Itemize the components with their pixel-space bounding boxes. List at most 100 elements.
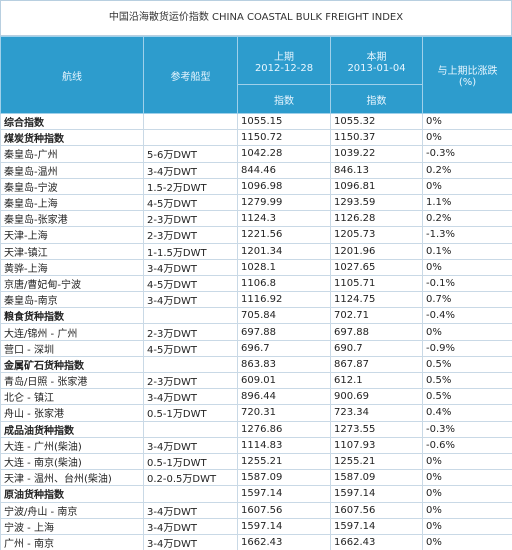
route: 秦皇岛-张家港 bbox=[0, 210, 144, 228]
prev-index: 1221.56 bbox=[237, 226, 331, 244]
col-change: 与上期比涨跌 (%) bbox=[422, 36, 512, 114]
prev-index: 1114.83 bbox=[237, 436, 331, 454]
route: 秦皇岛-南京 bbox=[0, 291, 144, 309]
table-row: 综合指数 1055.15 1055.32 0% bbox=[0, 112, 512, 131]
route: 广州 - 南京 bbox=[0, 533, 144, 550]
ship-type: 1.5-2万DWT bbox=[143, 177, 238, 195]
curr-index: 900.69 bbox=[330, 388, 423, 406]
prev-index: 1106.8 bbox=[237, 274, 331, 293]
route: 秦皇岛-广州 bbox=[0, 145, 144, 163]
table-row: 秦皇岛-温州 3-4万DWT 844.46 846.13 0.2% bbox=[0, 161, 512, 179]
change: 0% bbox=[422, 501, 512, 519]
ship-type: 3-4万DWT bbox=[143, 258, 238, 276]
route: 秦皇岛-宁波 bbox=[0, 177, 144, 195]
prev-index: 1124.3 bbox=[237, 210, 331, 228]
prev-index: 696.7 bbox=[237, 339, 331, 357]
route: 秦皇岛-温州 bbox=[0, 161, 144, 179]
table-row: 北仑 - 镇江 3-4万DWT 896.44 900.69 0.5% bbox=[0, 388, 512, 406]
change: 0% bbox=[422, 533, 512, 550]
ship-type: 0.5-1万DWT bbox=[143, 452, 238, 471]
route: 大连 - 广州(柴油) bbox=[0, 436, 144, 454]
change-label: 与上期比涨跌 bbox=[437, 66, 498, 77]
prev-index: 1255.21 bbox=[237, 452, 331, 471]
route: 秦皇岛-上海 bbox=[0, 193, 144, 212]
prev-index: 1096.98 bbox=[237, 177, 331, 195]
prev-index: 1279.99 bbox=[237, 193, 331, 212]
ship-type: 3-4万DWT bbox=[143, 436, 238, 454]
curr-index: 1597.14 bbox=[330, 517, 423, 535]
prev-index: 1662.43 bbox=[237, 533, 331, 550]
change: 0% bbox=[422, 485, 512, 503]
table-row: 京唐/曹妃甸-宁波 4-5万DWT 1106.8 1105.71 -0.1% bbox=[0, 274, 512, 293]
ship-type bbox=[143, 420, 238, 438]
change: 0% bbox=[422, 177, 512, 195]
change: 0% bbox=[422, 112, 512, 131]
route: 综合指数 bbox=[0, 112, 144, 131]
ship-type: 3-4万DWT bbox=[143, 388, 238, 406]
prev-index: 1042.28 bbox=[237, 145, 331, 163]
route: 原油货种指数 bbox=[0, 485, 144, 503]
curr-sub: 指数 bbox=[330, 84, 423, 114]
col-ship: 参考船型 bbox=[143, 36, 238, 114]
table-row: 青岛/日照 - 张家港 2-3万DWT 609.01 612.1 0.5% bbox=[0, 371, 512, 390]
ship-type: 1-1.5万DWT bbox=[143, 242, 238, 260]
curr-index: 1096.81 bbox=[330, 177, 423, 195]
prev-index: 1201.34 bbox=[237, 242, 331, 260]
curr-index: 1027.65 bbox=[330, 258, 423, 276]
curr-label: 本期 bbox=[366, 51, 387, 63]
prev-index: 1150.72 bbox=[237, 129, 331, 147]
route: 北仑 - 镇江 bbox=[0, 388, 144, 406]
prev-index: 1116.92 bbox=[237, 291, 331, 309]
change: -0.1% bbox=[422, 274, 512, 293]
curr-index: 1205.73 bbox=[330, 226, 423, 244]
table-body: 综合指数 1055.15 1055.32 0% 煤炭货种指数 1150.72 1150.37… bbox=[0, 112, 512, 550]
table-row: 宁波 - 上海 3-4万DWT 1597.14 1597.14 0% bbox=[0, 517, 512, 535]
route: 宁波 - 上海 bbox=[0, 517, 144, 535]
change: 0.5% bbox=[422, 355, 512, 374]
ship-type bbox=[143, 485, 238, 503]
change: 0% bbox=[422, 258, 512, 276]
route: 青岛/日照 - 张家港 bbox=[0, 371, 144, 390]
table-row: 原油货种指数 1597.14 1597.14 0% bbox=[0, 485, 512, 503]
ship-type: 5-6万DWT bbox=[143, 145, 238, 163]
ship-type: 2-3万DWT bbox=[143, 226, 238, 244]
prev-index: 1587.09 bbox=[237, 469, 331, 487]
change: -0.9% bbox=[422, 339, 512, 357]
curr-index: 1126.28 bbox=[330, 210, 423, 228]
curr-index: 1255.21 bbox=[330, 452, 423, 471]
prev-index: 1028.1 bbox=[237, 258, 331, 276]
route: 营口 - 深圳 bbox=[0, 339, 144, 357]
table-row: 秦皇岛-张家港 2-3万DWT 1124.3 1126.28 0.2% bbox=[0, 210, 512, 228]
ship-type bbox=[143, 129, 238, 147]
route: 黄骅-上海 bbox=[0, 258, 144, 276]
table-row: 舟山 - 张家港 0.5-1万DWT 720.31 723.34 0.4% bbox=[0, 404, 512, 422]
ship-type: 0.2-0.5万DWT bbox=[143, 469, 238, 487]
route: 天津 - 温州、台州(柴油) bbox=[0, 469, 144, 487]
table-row: 宁波/舟山 - 南京 3-4万DWT 1607.56 1607.56 0% bbox=[0, 501, 512, 519]
curr-index: 1293.59 bbox=[330, 193, 423, 212]
prev-index: 1597.14 bbox=[237, 485, 331, 503]
curr-date: 2013-01-04 bbox=[347, 62, 406, 74]
change: -0.3% bbox=[422, 420, 512, 438]
table-row: 天津 - 温州、台州(柴油) 0.2-0.5万DWT 1587.09 1587.09 0… bbox=[0, 469, 512, 487]
table-row: 广州 - 南京 3-4万DWT 1662.43 1662.43 0% bbox=[0, 533, 512, 550]
curr-index: 846.13 bbox=[330, 161, 423, 179]
curr-index: 1039.22 bbox=[330, 145, 423, 163]
prev-index: 1597.14 bbox=[237, 517, 331, 535]
change: -1.3% bbox=[422, 226, 512, 244]
change: 0.7% bbox=[422, 291, 512, 309]
change: 0% bbox=[422, 452, 512, 471]
curr-index: 1587.09 bbox=[330, 469, 423, 487]
table-row: 大连 - 广州(柴油) 3-4万DWT 1114.83 1107.93 -0.6% bbox=[0, 436, 512, 454]
route: 大连 - 南京(柴油) bbox=[0, 452, 144, 471]
curr-index: 1107.93 bbox=[330, 436, 423, 454]
table-row: 秦皇岛-上海 4-5万DWT 1279.99 1293.59 1.1% bbox=[0, 193, 512, 212]
change: 0.2% bbox=[422, 210, 512, 228]
change: 0% bbox=[422, 323, 512, 341]
table-row: 秦皇岛-南京 3-4万DWT 1116.92 1124.75 0.7% bbox=[0, 291, 512, 309]
curr-index: 1105.71 bbox=[330, 274, 423, 293]
table-row: 秦皇岛-宁波 1.5-2万DWT 1096.98 1096.81 0% bbox=[0, 177, 512, 195]
table-row: 营口 - 深圳 4-5万DWT 696.7 690.7 -0.9% bbox=[0, 339, 512, 357]
change-unit: (%) bbox=[458, 77, 477, 88]
ship-type: 4-5万DWT bbox=[143, 193, 238, 212]
